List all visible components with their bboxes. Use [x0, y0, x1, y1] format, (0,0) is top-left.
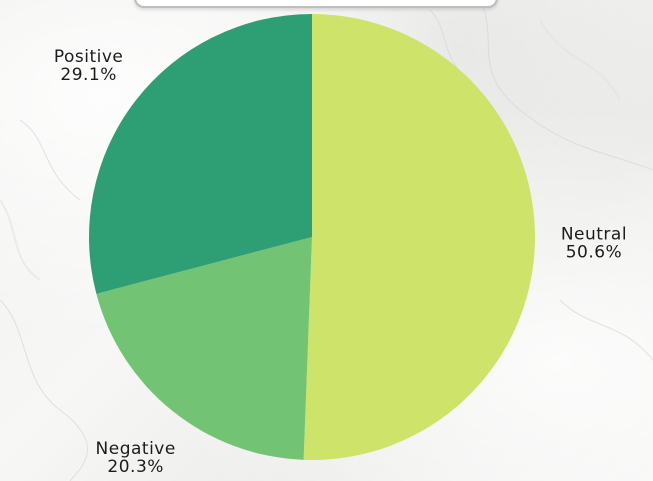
slice-name: Negative [96, 439, 176, 459]
pie-slice-neutral [303, 14, 535, 460]
slice-percent: 20.3% [107, 457, 164, 477]
pie-slices [88, 14, 535, 460]
pie-labels: Neutral 50.6% Negative 20.3% Positive 29.1% [54, 47, 627, 477]
slice-percent: 29.1% [60, 65, 117, 85]
slice-name: Neutral [561, 224, 627, 244]
slice-label-negative: Negative 20.3% [96, 439, 176, 477]
slice-name: Positive [54, 47, 124, 67]
pie-slice-negative [96, 237, 312, 460]
pie-slice-positive [88, 14, 313, 294]
slice-label-neutral: Neutral 50.6% [561, 224, 627, 262]
slice-label-positive: Positive 29.1% [54, 47, 124, 85]
slice-percent: 50.6% [566, 242, 623, 262]
